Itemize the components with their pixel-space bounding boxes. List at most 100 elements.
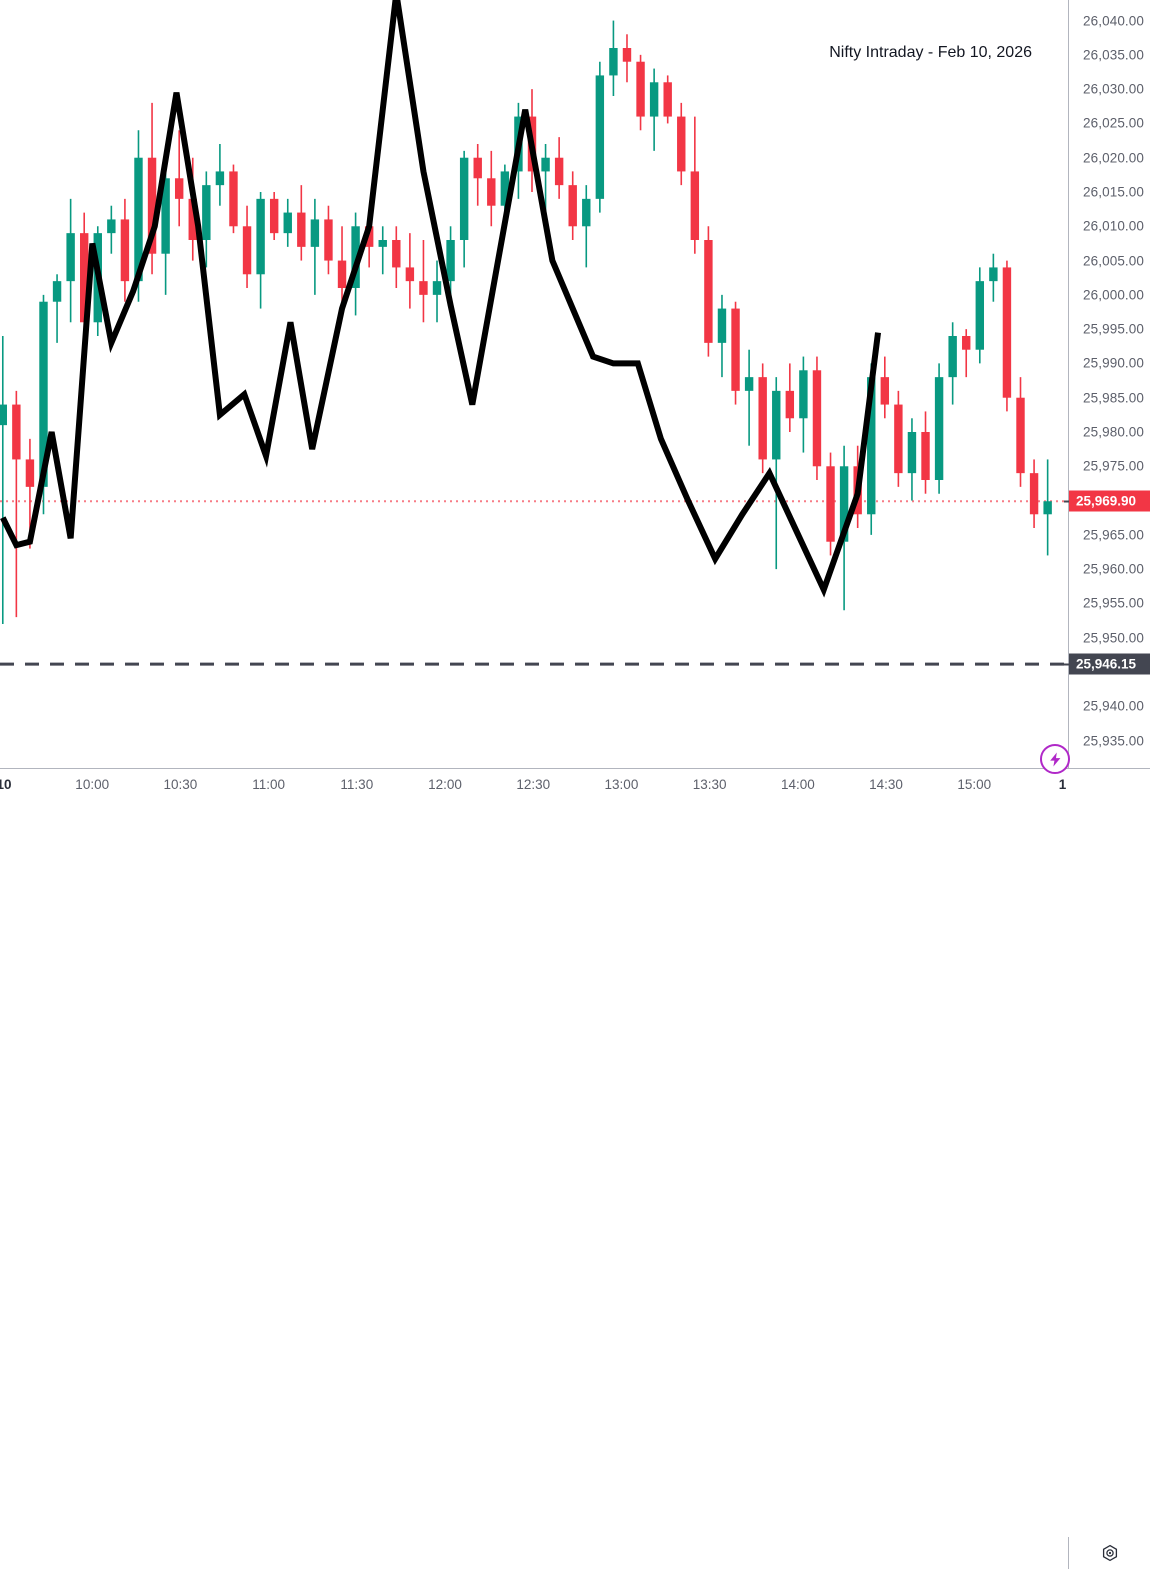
- price-axis-tick: 25,990.00: [1083, 355, 1144, 371]
- candle-body: [690, 171, 700, 240]
- candle-body: [554, 157, 564, 186]
- price-axis-tick: 26,000.00: [1083, 287, 1144, 303]
- time-axis[interactable]: 10 10:00 10:30 11:00 11:30 12:00 12:30 13:00 13:…: [0, 768, 1150, 1569]
- candle-body: [934, 377, 944, 480]
- candle-body: [134, 157, 143, 282]
- candle-body: [1029, 473, 1039, 515]
- candle-body: [649, 82, 659, 117]
- price-axis-tick: 25,985.00: [1083, 390, 1144, 406]
- candle-body: [948, 336, 957, 378]
- candle-body: [1002, 267, 1012, 398]
- candle-body: [39, 301, 48, 487]
- price-axis-tick: 26,025.00: [1083, 115, 1144, 131]
- price-axis-tick: 26,030.00: [1083, 81, 1144, 97]
- candle-body: [242, 226, 252, 275]
- candle-body: [500, 171, 510, 206]
- prev-close-price-tag[interactable]: 25,946.15: [1064, 653, 1150, 675]
- candle-body: [364, 226, 374, 247]
- candle-body: [636, 61, 645, 117]
- candle-body: [432, 281, 442, 295]
- candle-body: [799, 370, 808, 419]
- candle-body: [310, 219, 320, 247]
- time-axis-tick: 12:30: [516, 777, 551, 792]
- candle-body: [337, 260, 347, 288]
- candle-body: [744, 377, 754, 391]
- price-axis-tick: 25,940.00: [1083, 698, 1144, 714]
- candle-body: [419, 281, 428, 295]
- candle-body: [962, 336, 971, 350]
- overlay-line-series: [0, 0, 882, 598]
- candle-body: [174, 178, 184, 199]
- candle-body: [473, 157, 482, 179]
- candle-body: [894, 404, 903, 474]
- candle-body: [229, 171, 238, 227]
- candle-body: [880, 377, 890, 405]
- candle-body: [839, 466, 849, 542]
- chart-canvas: [0, 0, 1068, 666]
- candle-body: [351, 226, 360, 288]
- price-axis-tick: 26,010.00: [1083, 218, 1144, 234]
- time-axis-tick: 14:00: [780, 777, 815, 792]
- axis-tick-mark: [1064, 500, 1069, 503]
- time-axis-tick: 12:00: [428, 777, 462, 792]
- price-axis-tick: 25,995.00: [1083, 321, 1144, 337]
- candle-body: [1016, 397, 1025, 474]
- time-axis-tick: 15:00: [957, 777, 992, 792]
- price-axis-tick: 26,005.00: [1083, 253, 1144, 269]
- candle-body: [12, 404, 21, 460]
- price-axis-tick: 25,965.00: [1083, 527, 1144, 543]
- candle-body: [66, 233, 75, 282]
- time-axis-tick: 11:00: [252, 777, 285, 792]
- axis-settings-corner[interactable]: [1068, 1537, 1150, 1569]
- crosshair-target-icon[interactable]: [1101, 1544, 1119, 1562]
- candle-body: [582, 198, 591, 227]
- lightning-bolt-icon[interactable]: [1040, 744, 1070, 774]
- price-axis-tick: 26,040.00: [1083, 13, 1144, 29]
- candle-body: [107, 219, 116, 234]
- price-axis-tick: 25,950.00: [1083, 630, 1144, 646]
- reference-lines-group: [0, 500, 1068, 666]
- price-axis-tick: 25,980.00: [1083, 424, 1144, 440]
- candle-body: [256, 198, 265, 275]
- candle-body: [975, 281, 985, 350]
- axis-tick-mark: [1064, 663, 1069, 666]
- candle-body: [120, 219, 130, 282]
- candle-body: [405, 267, 415, 282]
- time-axis-tick: 11:30: [340, 777, 374, 792]
- candle-body: [704, 240, 713, 343]
- price-axis[interactable]: 26,040.00 26,035.00 26,030.00 26,025.00 26,0…: [1064, 0, 1150, 768]
- candle-body: [446, 240, 455, 282]
- time-axis-tick: 13:00: [604, 777, 639, 792]
- candle-body: [459, 157, 469, 240]
- candle-body: [758, 377, 767, 460]
- candle-body: [826, 466, 835, 542]
- chart-plot-area[interactable]: [0, 0, 1068, 768]
- candle-body: [622, 48, 632, 62]
- candle-body: [541, 157, 550, 172]
- price-axis-tick: 26,015.00: [1083, 184, 1144, 200]
- price-axis-tick: 26,035.00: [1083, 47, 1144, 63]
- candle-body: [772, 390, 781, 460]
- candle-body: [202, 185, 211, 240]
- candle-body: [269, 198, 279, 234]
- candle-body: [568, 185, 577, 227]
- candle-body: [378, 240, 387, 247]
- candle-body: [188, 198, 197, 240]
- candle-body: [392, 240, 401, 268]
- time-axis-tick: 1: [1058, 777, 1067, 792]
- candle-body: [0, 404, 7, 426]
- candle-body: [663, 82, 672, 117]
- candle-body: [785, 390, 795, 419]
- last-price-tag[interactable]: 25,969.90: [1064, 490, 1150, 512]
- candle-body: [717, 308, 727, 343]
- candle-body: [989, 267, 998, 282]
- time-axis-tick: 10:30: [163, 777, 198, 792]
- price-axis-tick: 25,975.00: [1083, 458, 1144, 474]
- chart-title: Nifty Intraday - Feb 10, 2026: [829, 44, 1032, 61]
- candle-body: [215, 171, 225, 186]
- price-axis-tick: 25,935.00: [1083, 733, 1144, 749]
- candle-body: [79, 233, 89, 323]
- candle-body: [677, 116, 686, 172]
- overlay-price-line: [0, 0, 882, 598]
- candle-body: [147, 157, 157, 254]
